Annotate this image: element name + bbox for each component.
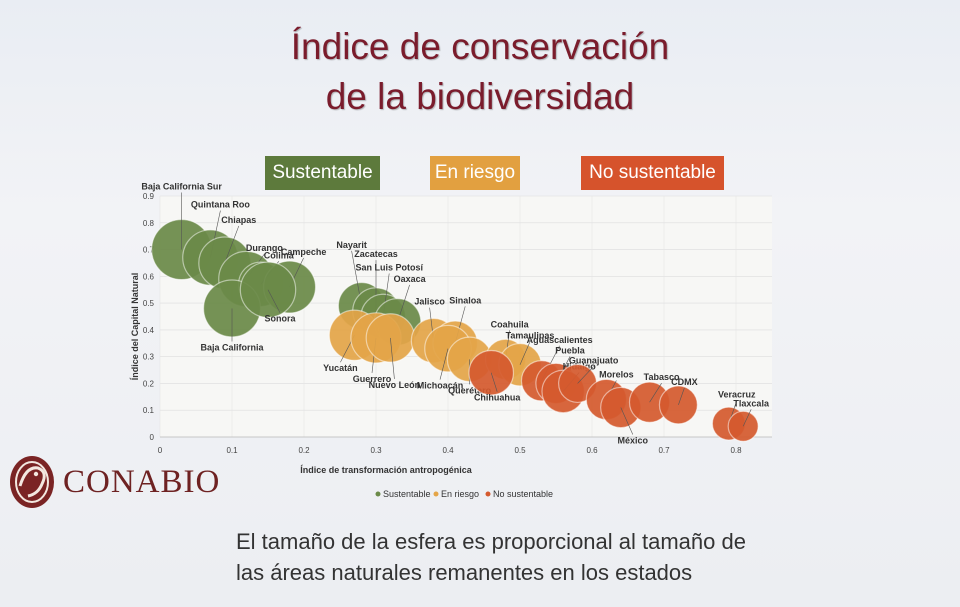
bubble-label-chiapas: Chiapas	[221, 215, 256, 225]
x-tick-label: 0.7	[658, 446, 670, 455]
x-tick-label: 0.8	[730, 446, 742, 455]
bubble-label-sinaloa: Sinaloa	[449, 295, 482, 305]
bubble-label-yucatan: Yucatán	[323, 363, 358, 373]
legend-marker-sustentable	[375, 491, 381, 497]
bubble-label-jalisco: Jalisco	[414, 297, 445, 307]
bubble-label-michoacan: Michoacán	[417, 381, 464, 391]
leader-line-sonora	[267, 289, 281, 313]
y-tick-label: 0.9	[143, 192, 155, 201]
leader-line-michoacan	[439, 348, 449, 380]
logo-text: CONABIO	[63, 464, 221, 500]
legend-entry-no-sustentable: No sustentable	[493, 489, 553, 499]
leader-line-cdmx	[678, 387, 685, 405]
caption-line-2: las áreas naturales remanentes en los es…	[236, 560, 693, 585]
bubble-label-aguascalientes: Aguascalientes	[527, 335, 593, 345]
bubble-label-tamaulipas: Tamaulipas	[506, 331, 555, 341]
x-tick-label: 0.3	[370, 446, 382, 455]
bubble-label-oaxaca: Oaxaca	[394, 274, 427, 284]
caption: El tamaño de la esfera es proporcional a…	[236, 526, 796, 588]
bubble-label-nuevo-leon: Nuevo León	[369, 380, 421, 390]
bubble-label-cdmx: CDMX	[671, 377, 698, 387]
leader-line-tabasco	[649, 383, 662, 403]
bubble-label-nayarit: Nayarit	[336, 240, 367, 250]
y-tick-label: 0.5	[143, 299, 155, 308]
bubble-label-coahuila: Coahuila	[491, 319, 530, 329]
bubble-label-guerrero: Guerrero	[353, 374, 392, 384]
y-tick-label: 0.1	[143, 406, 155, 415]
bubble-label-chihuahua: Chihuahua	[474, 393, 521, 403]
badge-en-riesgo: En riesgo	[430, 156, 520, 190]
badge-sustentable: Sustentable	[265, 156, 380, 190]
bubble-label-baja-california: Baja California	[200, 342, 264, 352]
y-tick-label: 0.4	[143, 326, 155, 335]
y-tick-label: 0	[150, 433, 155, 442]
bubble-label-tabasco: Tabasco	[644, 372, 680, 382]
leader-line-nuevo-leon	[390, 337, 395, 379]
legend-marker-en-riesgo	[433, 491, 439, 497]
legend-marker-no-sustentable	[485, 491, 491, 497]
bubble-label-morelos: Morelos	[599, 370, 634, 380]
x-axis-label: Índice de transformación antropogénica	[300, 465, 473, 475]
badge-no-sustentable: No sustentable	[581, 156, 724, 190]
leader-line-tlaxcala	[742, 409, 752, 427]
leader-line-tamaulipas	[519, 341, 531, 365]
y-tick-label: 0.6	[143, 272, 155, 281]
title-line-2: de la biodiversidad	[325, 76, 635, 117]
bubble-label-quintana-roo: Quintana Roo	[191, 200, 250, 210]
leader-line-mexico	[620, 407, 634, 435]
x-tick-label: 0.6	[586, 446, 598, 455]
bubble-label-colima: Colima	[264, 250, 295, 260]
title-line-1: Índice de conservación	[290, 26, 670, 67]
bubble-label-mexico: México	[618, 436, 649, 446]
y-tick-label: 0.2	[143, 379, 155, 388]
x-tick-label: 0.5	[514, 446, 526, 455]
leader-line-chihuahua	[490, 372, 498, 392]
leader-line-chiapas	[224, 225, 240, 264]
bubble-label-puebla: Puebla	[555, 345, 586, 355]
x-tick-label: 0	[158, 446, 163, 455]
y-tick-label: 0.3	[143, 353, 155, 362]
bubble-label-durango: Durango	[246, 243, 284, 253]
bubble-label-baja-california-sur: Baja California Sur	[141, 182, 222, 192]
x-tick-label: 0.1	[226, 446, 238, 455]
bubble-label-veracruz: Veracruz	[718, 390, 756, 400]
bubble-label-tlaxcala: Tlaxcala	[733, 398, 770, 408]
bubble-label-queretaro: Querétaro	[448, 385, 492, 395]
bubble-label-sonora: Sonora	[264, 314, 296, 324]
bubble-label-san-luis-potosi: San Luis Potosí	[355, 263, 423, 273]
x-tick-label: 0.2	[298, 446, 310, 455]
legend-entry-en-riesgo: En riesgo	[441, 489, 479, 499]
bubble-label-zacatecas: Zacatecas	[354, 249, 398, 259]
legend-entry-sustentable: Sustentable	[383, 489, 431, 499]
conabio-emblem-icon	[10, 456, 54, 508]
x-tick-label: 0.4	[442, 446, 454, 455]
y-axis-label: Índice del Capital Natural	[130, 273, 140, 381]
leader-line-guanajuato	[577, 366, 594, 384]
caption-line-1: El tamaño de la esfera es proporcional a…	[236, 529, 746, 554]
y-tick-label: 0.7	[143, 246, 155, 255]
y-tick-label: 0.8	[143, 219, 155, 228]
bubble-label-campeche: Campeche	[281, 247, 327, 257]
bubble-label-guanajuato: Guanajuato	[569, 355, 619, 365]
page-title: Índice de conservación de la biodiversid…	[0, 22, 960, 122]
